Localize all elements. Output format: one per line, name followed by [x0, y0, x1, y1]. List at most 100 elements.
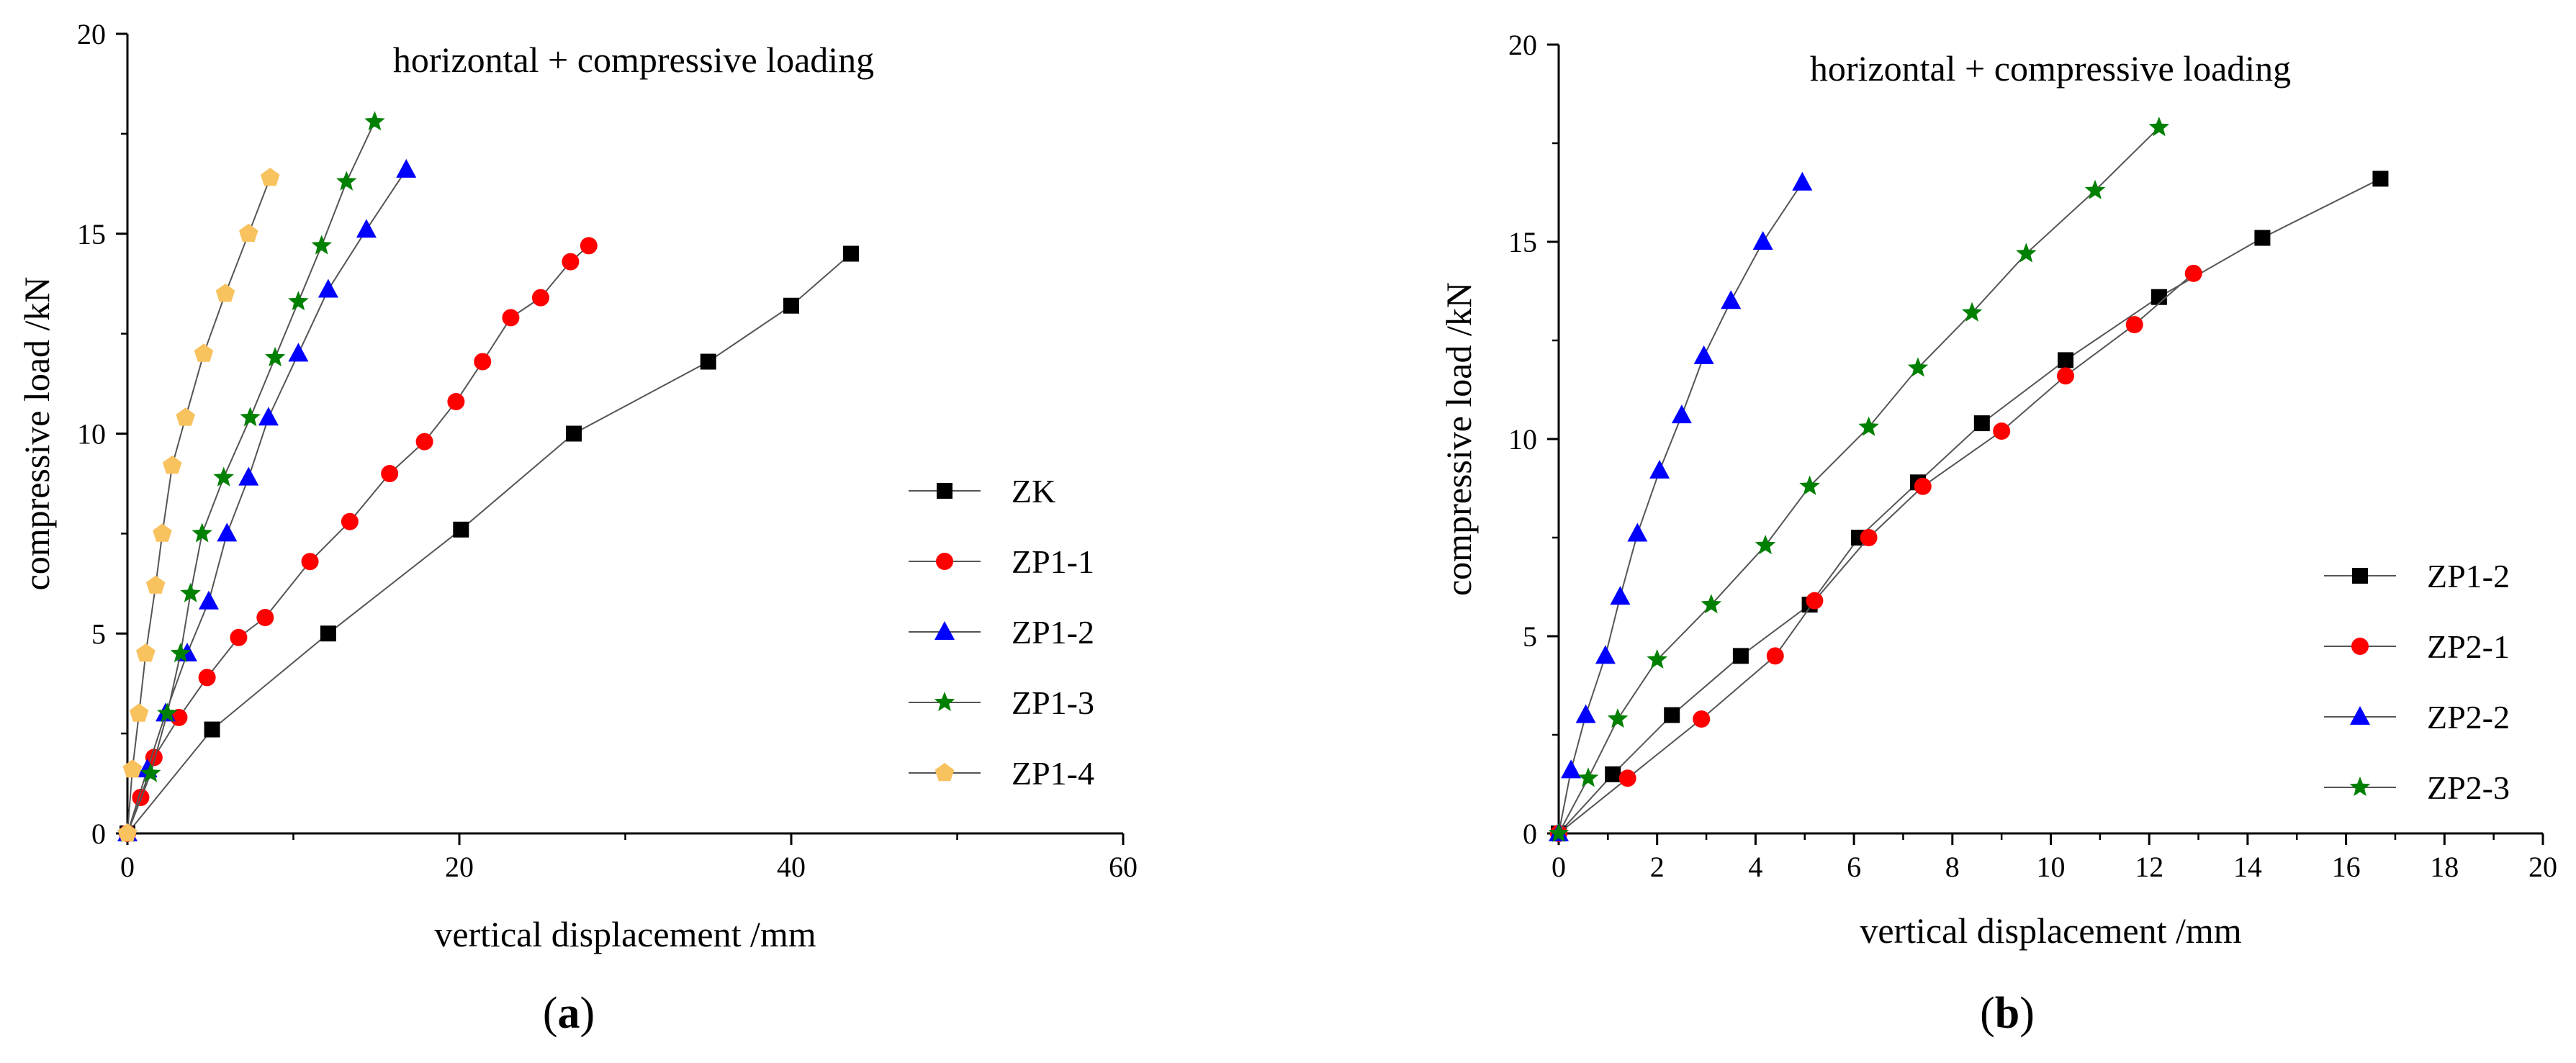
chart-b-data-point: [1607, 708, 1629, 728]
chart-a-legend-entry: ZP1-3: [909, 684, 1094, 721]
chart-a-legend-marker: [935, 621, 955, 640]
chart-b-x-tick-label: 18: [2430, 851, 2459, 883]
chart-a-legend-label: ZP1-2: [1012, 614, 1094, 651]
chart-a-data-point: [396, 158, 417, 178]
chart-a-data-point: [320, 625, 336, 642]
chart-b-x-tick-label: 4: [1748, 851, 1762, 883]
chart-a-data-point: [157, 702, 178, 723]
chart-a-series-zp1-1: [119, 237, 598, 842]
chart-b-data-point: [1561, 759, 1582, 779]
chart-a-series-line: [127, 169, 407, 834]
chart-a-data-point: [336, 171, 357, 191]
chart-a-legend-entry: ZP1-2: [909, 614, 1094, 651]
chart-a-data-point: [176, 407, 195, 426]
chart-a-data-point: [531, 289, 549, 307]
chart-a-data-point: [700, 353, 716, 370]
chart-a-data-point: [256, 609, 274, 627]
chart-b-data-point: [2057, 367, 2075, 385]
chart-b-data-point: [1858, 416, 1879, 436]
chart-a-data-point: [415, 433, 433, 451]
chart-b-title: horizontal + compressive loading: [1810, 48, 2291, 89]
chart-b-data-point: [2148, 117, 2170, 137]
chart-a-x-tick-label: 60: [1109, 851, 1138, 883]
chart-a-data-point: [447, 393, 465, 411]
chart-a-data-point: [129, 703, 149, 722]
chart-a-legend-entry: ZP1-4: [909, 755, 1094, 792]
chart-a-data-point: [239, 223, 258, 243]
chart-b-x-axis-label: vertical displacement /mm: [1860, 910, 2241, 951]
chart-a-data-point: [301, 553, 319, 571]
chart-b-legend-label: ZP2-1: [2427, 628, 2510, 665]
chart-b-data-point: [1693, 345, 1714, 364]
chart-b-x-tick-label: 8: [1945, 851, 1960, 883]
chart-a-data-point: [230, 628, 248, 646]
chart-a-data-point: [217, 523, 238, 542]
chart-b-legend-marker: [2349, 777, 2371, 797]
chart-b-legend-label: ZP2-3: [2427, 769, 2510, 806]
chart-b-data-point: [2151, 289, 2167, 305]
chart-a-data-point: [170, 643, 191, 663]
chart-a-title: horizontal + compressive loading: [393, 40, 874, 80]
chart-a-data-point: [192, 523, 212, 543]
chart-a-data-point: [145, 575, 166, 594]
chart-a-x-axis-label: vertical displacement /mm: [434, 914, 816, 954]
chart-a-data-point: [364, 111, 385, 131]
chart-a-data-point: [117, 823, 138, 842]
chart-a-data-point: [240, 407, 261, 427]
panel-label-b-letter: b: [1995, 989, 2019, 1038]
chart-a-legend-label: ZK: [1012, 473, 1055, 510]
chart-a-legend-label: ZP1-1: [1012, 543, 1094, 580]
chart-a-data-point: [162, 455, 182, 474]
chart-b-data-point: [1595, 645, 1616, 664]
chart-b-data-point: [1766, 647, 1784, 665]
chart-b-x-tick-label: 10: [2037, 851, 2066, 883]
chart-b-x-tick-label: 20: [2528, 851, 2557, 883]
chart-b-legend-entry: ZP2-1: [2324, 628, 2510, 665]
chart-b-data-point: [1721, 290, 1742, 309]
chart-a-y-tick-label: 20: [77, 18, 106, 50]
chart-b-data-point: [1860, 529, 1878, 546]
chart-b-data-point: [1649, 459, 1670, 479]
chart-a-data-point: [341, 512, 359, 530]
chart-a-legend-marker: [937, 483, 953, 499]
chart-b-data-point: [2084, 179, 2106, 199]
chart-b-data-point: [1806, 592, 1824, 610]
chart-b-legend-marker: [2350, 706, 2370, 725]
chart-b-series-zp2-2: [1549, 171, 1813, 841]
chart-a-data-point: [502, 309, 520, 327]
chart-a-x-tick-label: 40: [777, 851, 806, 883]
chart-a-data-point: [153, 523, 172, 542]
chart-a-data-point: [122, 759, 143, 778]
chart-b-data-point: [1799, 475, 1820, 495]
chart-panel-b: 0 2 4 6 8 10 12 14 16 18 20 0 5 10 15 20 horizontal + co…: [1438, 29, 2557, 951]
chart-a-data-point: [381, 465, 399, 483]
chart-a-y-axis-label: compressive load /kN: [17, 276, 57, 590]
chart-b-data-point: [1647, 648, 1667, 669]
chart-b-data-point: [1973, 415, 1990, 432]
chart-b-legend-marker: [2352, 568, 2368, 584]
chart-b-data-point: [2058, 352, 2074, 368]
chart-a-data-point: [842, 245, 859, 262]
chart-b-x-tick-label: 6: [1847, 851, 1861, 883]
chart-b-legend-entry: ZP1-2: [2324, 558, 2510, 594]
chart-a-legend-marker: [934, 692, 955, 712]
chart-a-data-point: [198, 590, 219, 610]
chart-b-legend-marker: [2351, 638, 2369, 655]
panel-label-a: (a): [543, 989, 595, 1038]
chart-a-y-tick-label: 5: [91, 618, 106, 650]
chart-b-data-point: [1664, 707, 1680, 723]
chart-b-series-line: [1558, 182, 1803, 834]
chart-b-data-point: [1701, 594, 1722, 614]
chart-a-series-zk: [120, 245, 859, 841]
chart-a-y-tick-label: 10: [77, 418, 106, 451]
chart-a-data-point: [288, 343, 309, 362]
chart-b-y-tick-label: 20: [1508, 29, 1537, 61]
panel-label-a-letter: a: [558, 989, 580, 1038]
panel-label-b: (b): [1980, 989, 2035, 1038]
chart-b-legend-label: ZP2-2: [2427, 699, 2510, 736]
chart-b-legend-label: ZP1-2: [2427, 558, 2510, 594]
chart-a-data-point: [260, 168, 280, 186]
chart-b-data-point: [1907, 357, 1929, 377]
chart-b-x-tick-label: 16: [2332, 851, 2361, 883]
